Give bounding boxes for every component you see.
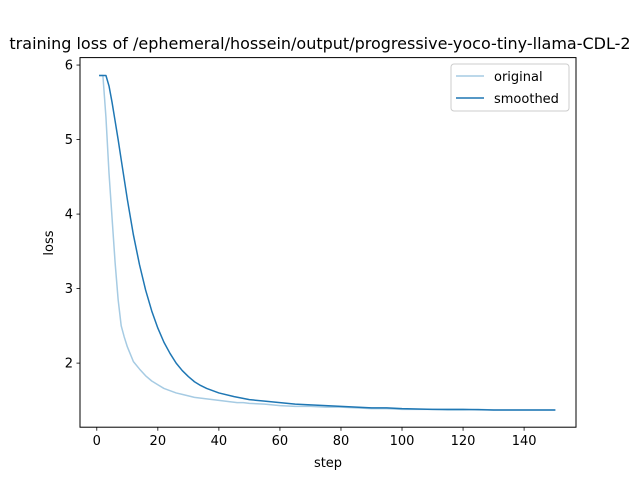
x-axis-ticks: 0 20 40 60 80 100 120 140 xyxy=(93,427,537,449)
y-tick-label: 6 xyxy=(65,59,73,74)
x-tick-label: 40 xyxy=(211,434,228,449)
plot-lines xyxy=(99,74,556,411)
x-tick-label: 120 xyxy=(451,434,476,449)
x-tick-label: 60 xyxy=(272,434,289,449)
x-tick-label: 20 xyxy=(150,434,167,449)
y-axis-label: loss xyxy=(42,230,57,255)
x-tick-label: 80 xyxy=(333,434,350,449)
y-tick-label: 2 xyxy=(65,357,73,372)
y-tick-label: 5 xyxy=(65,133,73,148)
x-axis-label: step xyxy=(314,456,342,471)
y-tick-label: 4 xyxy=(65,208,73,223)
legend-label-smoothed: smoothed xyxy=(494,92,559,107)
plot-frame xyxy=(79,57,577,428)
chart-title: training loss of /ephemeral/hossein/outp… xyxy=(9,34,630,53)
y-tick-label: 3 xyxy=(65,282,73,297)
series-line-smoothed xyxy=(99,74,556,411)
y-axis-ticks: 2 3 4 5 6 xyxy=(65,59,80,372)
x-tick-label: 100 xyxy=(390,434,415,449)
legend: original smoothed xyxy=(450,63,570,112)
x-tick-label: 140 xyxy=(512,434,537,449)
legend-label-original: original xyxy=(494,70,543,85)
x-tick-label: 0 xyxy=(93,434,101,449)
